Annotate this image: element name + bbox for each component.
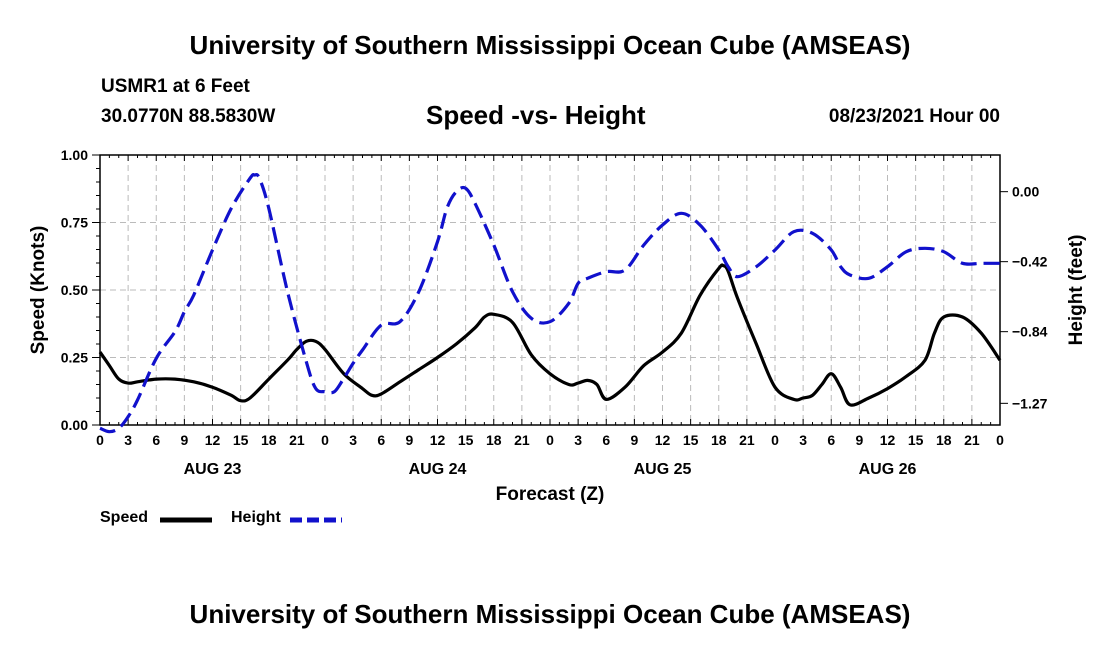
x-tick-label: 12 — [655, 432, 671, 448]
x-tick-label: 21 — [964, 432, 980, 448]
x-tick-label: 15 — [233, 432, 249, 448]
page-title: University of Southern Mississippi Ocean… — [189, 30, 911, 60]
station-label: USMR1 at 6 Feet — [101, 76, 250, 97]
x-tick-label: 3 — [124, 432, 132, 448]
y2-tick-label: −0.42 — [1012, 254, 1048, 270]
chart-title: Speed -vs- Height — [426, 100, 646, 130]
x-tick-label: 18 — [486, 432, 502, 448]
x-tick-label: 6 — [602, 432, 610, 448]
x-tick-label: 21 — [289, 432, 305, 448]
x-tick-label: 3 — [574, 432, 582, 448]
x-tick-label: 18 — [936, 432, 952, 448]
x-tick-label: 0 — [321, 432, 329, 448]
y-tick-label: 0.00 — [61, 417, 88, 433]
series-group — [98, 172, 1002, 434]
x-tick-label: 21 — [514, 432, 530, 448]
x-tick-label: 9 — [630, 432, 638, 448]
x-tick-label: 12 — [205, 432, 221, 448]
run-time-label: 08/23/2021 Hour 00 — [828, 106, 1000, 127]
x-tick-label: 6 — [377, 432, 385, 448]
legend-height-label: Height — [231, 509, 281, 526]
y2-tick-label: 0.00 — [1012, 184, 1039, 200]
height-series-line — [99, 172, 1000, 434]
x-tick-label: 0 — [96, 432, 104, 448]
speed-series-line — [98, 263, 1002, 407]
x-tick-label: 15 — [458, 432, 474, 448]
x-tick-label: 9 — [855, 432, 863, 448]
coordinates-label: 30.0770N 88.5830W — [101, 106, 276, 127]
axes: 0 3 6 9 12 15 18 21 0 3 6 9 12 15 18 21 0 3 6 9 12 15 18 21 0 3 6 9… — [61, 147, 1048, 478]
y-tick-label: 1.00 — [61, 147, 88, 163]
y-axis-label: Speed (Knots) — [28, 226, 49, 355]
x-tick-label: 21 — [739, 432, 755, 448]
legend-speed-label: Speed — [100, 509, 149, 526]
x-axis-label: Forecast (Z) — [496, 484, 605, 505]
x-tick-label: 18 — [261, 432, 277, 448]
x-tick-label: 15 — [908, 432, 924, 448]
day-label: AUG 26 — [859, 461, 917, 478]
y-tick-label: 0.75 — [61, 215, 88, 231]
grid — [100, 155, 1000, 425]
y-tick-label: 0.25 — [61, 350, 88, 366]
x-tick-label: 3 — [349, 432, 357, 448]
x-tick-label: 6 — [152, 432, 160, 448]
y2-tick-label: −0.84 — [1012, 324, 1048, 340]
y-tick-label: 0.50 — [61, 282, 88, 298]
x-tick-label: 0 — [546, 432, 554, 448]
x-tick-label: 3 — [799, 432, 807, 448]
x-tick-label: 6 — [827, 432, 835, 448]
y2-axis-label: Height (feet) — [1066, 235, 1087, 346]
y2-tick-label: −1.27 — [1012, 395, 1048, 411]
x-tick-label: 0 — [771, 432, 779, 448]
x-tick-label: 12 — [430, 432, 446, 448]
x-tick-label: 0 — [996, 432, 1004, 448]
x-tick-label: 18 — [711, 432, 727, 448]
footer-title: University of Southern Mississippi Ocean… — [189, 599, 911, 629]
x-tick-label: 15 — [683, 432, 699, 448]
x-tick-label: 9 — [405, 432, 413, 448]
day-label: AUG 24 — [409, 461, 467, 478]
x-tick-label: 12 — [880, 432, 896, 448]
x-tick-label: 9 — [180, 432, 188, 448]
day-label: AUG 25 — [634, 461, 692, 478]
day-label: AUG 23 — [184, 461, 242, 478]
